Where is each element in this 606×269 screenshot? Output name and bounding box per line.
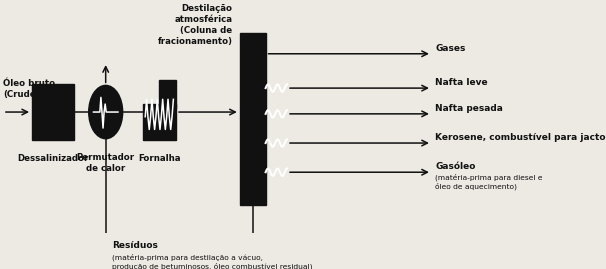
Text: Resíduos: Resíduos bbox=[112, 241, 158, 250]
Text: Fornalha: Fornalha bbox=[138, 154, 181, 163]
Text: (matéria-prima para destilação a vácuo,
produção de betuminosos, óleo combustíve: (matéria-prima para destilação a vácuo, … bbox=[112, 253, 313, 269]
Ellipse shape bbox=[88, 85, 122, 139]
Bar bbox=[159, 80, 176, 108]
Text: Nafta pesada: Nafta pesada bbox=[436, 104, 504, 113]
Bar bbox=[240, 33, 265, 205]
Text: (matéria-prima para diesel e
óleo de aquecimento): (matéria-prima para diesel e óleo de aqu… bbox=[436, 174, 543, 190]
Bar bbox=[142, 104, 176, 140]
Text: Gases: Gases bbox=[436, 44, 466, 53]
Text: Destilação
atmosférica
(Coluna de
fracionamento): Destilação atmosférica (Coluna de fracio… bbox=[158, 4, 233, 47]
Text: Óleo bruto
(Crude): Óleo bruto (Crude) bbox=[3, 79, 55, 99]
Text: Permutador
de calor: Permutador de calor bbox=[76, 153, 135, 173]
Bar bbox=[32, 84, 75, 140]
Text: Dessalinizador: Dessalinizador bbox=[18, 154, 89, 163]
Text: Gasóleo: Gasóleo bbox=[436, 162, 476, 171]
Text: Kerosene, combustível para jacto: Kerosene, combustível para jacto bbox=[436, 133, 606, 142]
Text: Nafta leve: Nafta leve bbox=[436, 78, 488, 87]
